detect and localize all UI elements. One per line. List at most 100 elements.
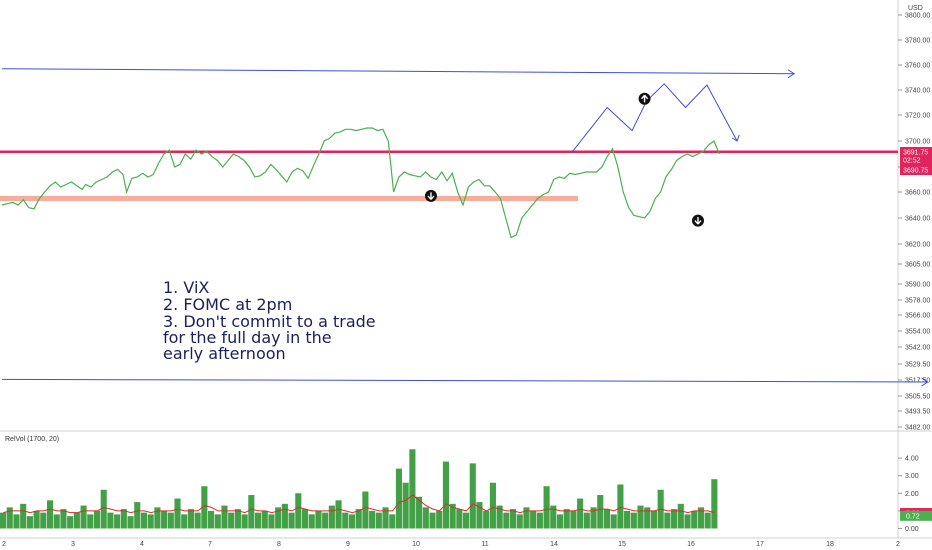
relvol-bar (697, 507, 704, 529)
relvol-bar (583, 512, 590, 529)
currency-label: USD (908, 5, 923, 12)
price-tick-label: 3605.00 (905, 262, 930, 269)
relvol-bar (6, 507, 13, 529)
relvol-bar (382, 507, 389, 529)
relvol-bar (33, 510, 40, 529)
price-tick-label: 3505.50 (905, 394, 930, 401)
relvol-bar (87, 514, 94, 529)
relvol-bar (40, 512, 47, 529)
relvol-bar (154, 507, 161, 529)
time-tick-label: 2 (896, 541, 900, 548)
relvol-bar (369, 510, 376, 529)
price-tick-label: 3542.00 (905, 345, 930, 352)
relvol-bar (664, 512, 671, 529)
relvol-bar (348, 514, 356, 529)
relvol-bar (46, 500, 54, 529)
price-tick-label: 3493.50 (905, 409, 930, 416)
price-series (1, 127, 720, 239)
relvol-title: RelVol (1700, 20) (5, 436, 59, 443)
relvol-bar (308, 514, 315, 529)
relvol-bar (530, 510, 537, 529)
relvol-bar (550, 505, 557, 529)
relvol-bar (563, 509, 570, 529)
relvol-bar (644, 507, 651, 529)
relvol-bar (120, 509, 127, 529)
trend-line-arrowhead (787, 69, 796, 79)
relvol-bar (0, 512, 7, 529)
support-zones (0, 195, 578, 202)
note-line-1: 1. ViX (163, 278, 209, 297)
relvol-bar (315, 510, 322, 529)
relvol-bar (107, 512, 114, 529)
relvol-average (3, 494, 715, 514)
price-tick-label: 3482.00 (905, 425, 930, 432)
relvol-tick-label: 3.00 (905, 473, 919, 480)
price-tick-label: 3800.00 (905, 13, 930, 20)
price-tick-label: 3720.00 (905, 113, 930, 120)
relvol-bar (322, 512, 329, 529)
relvol-bar (409, 449, 416, 529)
relvol-bar (463, 512, 470, 529)
time-tick-label: 9 (346, 541, 350, 548)
relvol-bar (516, 514, 523, 529)
relvol-bar (677, 503, 684, 529)
relvol-bar (26, 516, 33, 529)
relvol-bar (268, 514, 275, 529)
note-line-2: 2. FOMC at 2pm (163, 295, 292, 314)
relvol-bar (597, 495, 604, 529)
relvol-bar (228, 512, 235, 529)
relvol-bar (335, 500, 342, 529)
relvol-badge (900, 510, 932, 521)
relvol-bar (570, 510, 577, 529)
relvol-bar (556, 514, 564, 529)
time-tick-label: 18 (826, 541, 834, 548)
relvol-bar (395, 468, 403, 529)
relvol-bar (402, 482, 409, 529)
relvol-bar (624, 510, 631, 529)
note-line-5: early afternoon (163, 344, 286, 363)
relvol-average-line (3, 494, 715, 514)
price-badge (900, 147, 932, 157)
price-tick-label: 3566.00 (905, 313, 930, 320)
time-tick-label: 15 (618, 541, 626, 548)
relvol-bar (630, 512, 637, 529)
relvol-bar (416, 496, 423, 529)
arrow-glyph (694, 217, 702, 225)
relvol-bar (362, 491, 369, 529)
price-tick-label: 3620.00 (905, 242, 930, 249)
relvol-bar (355, 509, 362, 529)
relvol-bar (127, 516, 134, 529)
trend-line (1, 378, 928, 383)
time-tick-label: 17 (756, 541, 764, 548)
time-tick-label: 10 (412, 541, 420, 548)
relvol-bar (214, 514, 221, 529)
relvol-bar (328, 505, 335, 529)
trend-lines (1, 68, 929, 387)
projection-line (571, 83, 738, 154)
relvol-bar (248, 495, 255, 529)
relvol-bar (221, 505, 228, 529)
relvol-bar (147, 514, 154, 529)
price-tick-label: 3517.50 (905, 378, 930, 385)
projection-arrowhead (731, 134, 740, 142)
relvol-bar (161, 510, 168, 529)
relvol-bar (617, 484, 624, 529)
relvol-bar (53, 514, 60, 529)
relvol-bar (422, 507, 429, 529)
note-line-3: 3. Don't commit to a trade (163, 312, 376, 331)
relvol-bar (60, 509, 67, 529)
relvol-bar (503, 512, 510, 529)
price-line (1, 127, 720, 239)
time-tick-label: 11 (481, 541, 488, 548)
relvol-bar (577, 498, 584, 529)
relvol-bar (489, 482, 496, 529)
relvol-bar (603, 509, 611, 529)
trend-line (1, 68, 795, 75)
relvol-bar (201, 486, 208, 529)
relvol-bar (429, 512, 436, 529)
relvol-bar (483, 510, 490, 529)
relvol-bar (261, 510, 268, 529)
relvol-bar (389, 514, 396, 529)
